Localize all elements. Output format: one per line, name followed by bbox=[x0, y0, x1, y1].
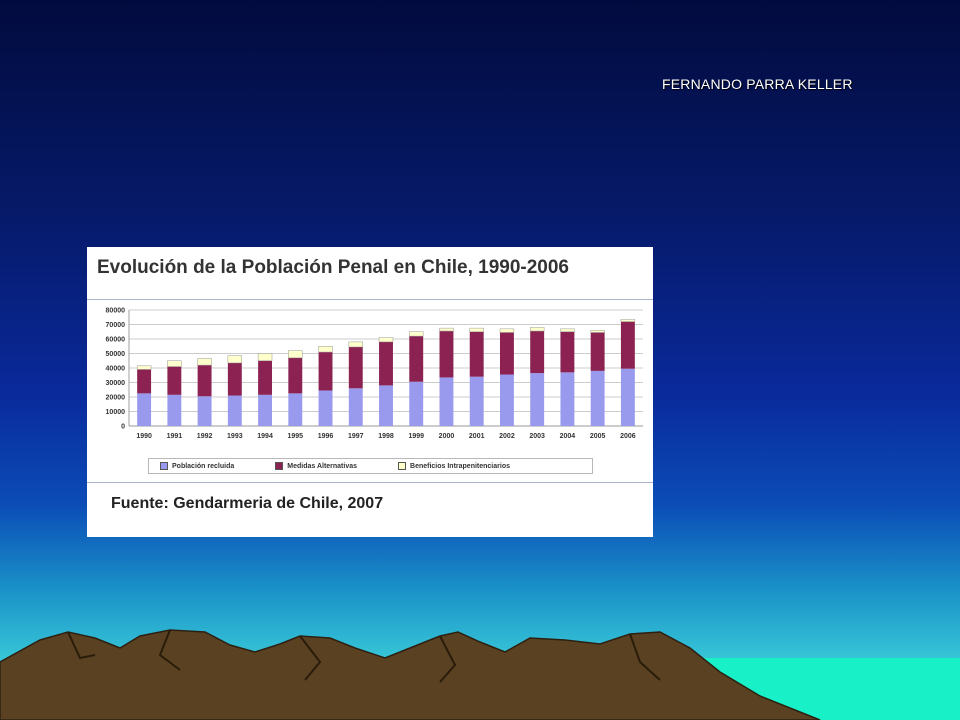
x-tick-label: 2003 bbox=[529, 433, 545, 440]
bar-medidas-alternativas bbox=[258, 360, 273, 395]
bar-poblacion-recluida bbox=[499, 374, 514, 426]
bar-poblacion-recluida bbox=[469, 376, 484, 426]
bar-medidas-alternativas bbox=[348, 346, 363, 389]
bar-poblacion-recluida bbox=[197, 396, 212, 426]
x-tick-label: 1995 bbox=[288, 433, 304, 440]
bar-poblacion-recluida bbox=[620, 368, 635, 426]
bar-poblacion-recluida bbox=[258, 394, 273, 426]
bar-poblacion-recluida bbox=[560, 372, 575, 426]
legend-label-recluida: Población recluida bbox=[172, 462, 235, 470]
y-tick-label: 0 bbox=[121, 424, 125, 431]
bar-beneficios-intrapenitenciarios bbox=[318, 346, 333, 353]
legend-item-beneficios: Beneficios Intrapenitenciarios bbox=[398, 462, 510, 470]
legend-item-recluida: Población recluida bbox=[160, 462, 234, 470]
source-note: Fuente: Gendarmeria de Chile, 2007 bbox=[111, 495, 384, 512]
bar-beneficios-intrapenitenciarios bbox=[257, 353, 273, 361]
x-tick-label: 2004 bbox=[560, 433, 576, 440]
bar-beneficios-intrapenitenciarios bbox=[439, 327, 454, 332]
bar-medidas-alternativas bbox=[318, 352, 333, 391]
chart-legend: Población recluida Medidas Alternativas … bbox=[148, 458, 593, 474]
chart-title: Evolución de la Población Penal en Chile… bbox=[97, 257, 570, 278]
bar-beneficios-intrapenitenciarios bbox=[378, 337, 394, 343]
stacked-bar-chart: 0 10000 20000 30000 40000 50000 60000 70000 8000… bbox=[106, 308, 643, 440]
x-tick-label: 1994 bbox=[257, 433, 273, 440]
x-tick-label: 1997 bbox=[348, 433, 364, 440]
bar-beneficios-intrapenitenciarios bbox=[409, 331, 424, 337]
bar-medidas-alternativas bbox=[409, 336, 424, 382]
bar-medidas-alternativas bbox=[197, 365, 212, 397]
bar-poblacion-recluida bbox=[137, 393, 152, 426]
x-tick-label: 2006 bbox=[620, 433, 636, 440]
x-tick-label: 1992 bbox=[197, 433, 213, 440]
bar-poblacion-recluida bbox=[409, 381, 424, 426]
legend-label-medidas: Medidas Alternativas bbox=[287, 462, 358, 470]
bar-poblacion-recluida bbox=[439, 377, 454, 426]
x-tick-label: 2002 bbox=[499, 433, 515, 440]
y-tick-label: 30000 bbox=[106, 380, 126, 387]
bar-poblacion-recluida bbox=[227, 395, 242, 426]
legend-swatch-recluida bbox=[160, 462, 168, 470]
x-tick-label: 2000 bbox=[439, 433, 455, 440]
bar-medidas-alternativas bbox=[590, 332, 605, 371]
y-tick-label: 40000 bbox=[106, 366, 126, 373]
legend-swatch-medidas bbox=[275, 462, 284, 470]
bar-medidas-alternativas bbox=[439, 331, 454, 378]
author-name: FERNANDO PARRA KELLER bbox=[662, 76, 853, 92]
bar-medidas-alternativas bbox=[469, 331, 484, 377]
mountain-ridges bbox=[67, 629, 661, 683]
bar-medidas-alternativas bbox=[560, 331, 575, 373]
x-tick-label: 1999 bbox=[408, 433, 424, 440]
divider bbox=[87, 299, 653, 300]
x-tick-label: 1998 bbox=[378, 433, 394, 440]
bar-poblacion-recluida bbox=[348, 388, 363, 426]
bar-medidas-alternativas bbox=[227, 362, 242, 396]
x-tick-label: 2001 bbox=[469, 433, 485, 440]
y-tick-label: 70000 bbox=[106, 322, 126, 329]
bar-beneficios-intrapenitenciarios bbox=[590, 330, 605, 333]
bar-medidas-alternativas bbox=[167, 366, 182, 395]
x-tick-label: 1993 bbox=[227, 433, 243, 440]
bar-beneficios-intrapenitenciarios bbox=[620, 319, 636, 322]
x-tick-label: 1996 bbox=[318, 433, 334, 440]
bar-medidas-alternativas bbox=[499, 332, 514, 375]
chart-card: Evolución de la Población Penal en Chile… bbox=[87, 247, 653, 537]
bar-beneficios-intrapenitenciarios bbox=[529, 327, 545, 332]
bar-poblacion-recluida bbox=[590, 370, 605, 426]
y-tick-label: 50000 bbox=[106, 351, 126, 358]
bar-medidas-alternativas bbox=[137, 369, 152, 394]
bar-poblacion-recluida bbox=[318, 390, 333, 426]
y-tick-label: 60000 bbox=[106, 337, 126, 344]
bar-poblacion-recluida bbox=[167, 394, 182, 426]
bar-poblacion-recluida bbox=[288, 393, 303, 426]
y-tick-label: 80000 bbox=[106, 308, 126, 315]
legend-label-beneficios: Beneficios Intrapenitenciarios bbox=[410, 462, 510, 470]
bar-medidas-alternativas bbox=[288, 357, 303, 394]
bar-beneficios-intrapenitenciarios bbox=[469, 327, 484, 332]
bar-medidas-alternativas bbox=[530, 331, 545, 374]
y-tick-label: 10000 bbox=[106, 409, 126, 416]
bar-medidas-alternativas bbox=[620, 321, 635, 369]
bar-beneficios-intrapenitenciarios bbox=[288, 350, 303, 359]
y-tick-label: 20000 bbox=[106, 395, 126, 402]
bar-beneficios-intrapenitenciarios bbox=[136, 365, 152, 370]
bar-beneficios-intrapenitenciarios bbox=[167, 360, 182, 367]
x-tick-label: 1991 bbox=[167, 433, 183, 440]
bar-poblacion-recluida bbox=[379, 385, 393, 426]
mountain-range bbox=[0, 629, 821, 720]
x-tick-label: 2005 bbox=[590, 433, 606, 440]
bar-beneficios-intrapenitenciarios bbox=[197, 358, 212, 366]
legend-item-medidas: Medidas Alternativas bbox=[275, 462, 357, 470]
mountain-landscape bbox=[0, 629, 960, 720]
legend-swatch-beneficios bbox=[398, 462, 407, 470]
bar-poblacion-recluida bbox=[530, 373, 545, 426]
bar-medidas-alternativas bbox=[379, 341, 393, 386]
bar-beneficios-intrapenitenciarios bbox=[227, 355, 243, 364]
x-tick-label: 1990 bbox=[136, 433, 152, 440]
bar-beneficios-intrapenitenciarios bbox=[560, 328, 575, 333]
bar-beneficios-intrapenitenciarios bbox=[499, 328, 515, 333]
divider bbox=[87, 482, 653, 483]
bar-beneficios-intrapenitenciarios bbox=[348, 341, 363, 348]
